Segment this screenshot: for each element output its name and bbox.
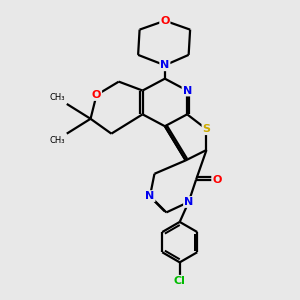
Text: S: S bbox=[202, 124, 211, 134]
Text: O: O bbox=[212, 175, 222, 185]
Text: CH₃: CH₃ bbox=[50, 136, 65, 145]
Text: N: N bbox=[160, 60, 170, 70]
Text: O: O bbox=[160, 16, 170, 26]
Text: O: O bbox=[92, 90, 101, 100]
Text: N: N bbox=[184, 197, 193, 207]
Text: CH₃: CH₃ bbox=[50, 93, 65, 102]
Text: N: N bbox=[182, 85, 192, 96]
Text: N: N bbox=[146, 191, 154, 201]
Text: Cl: Cl bbox=[174, 276, 186, 286]
